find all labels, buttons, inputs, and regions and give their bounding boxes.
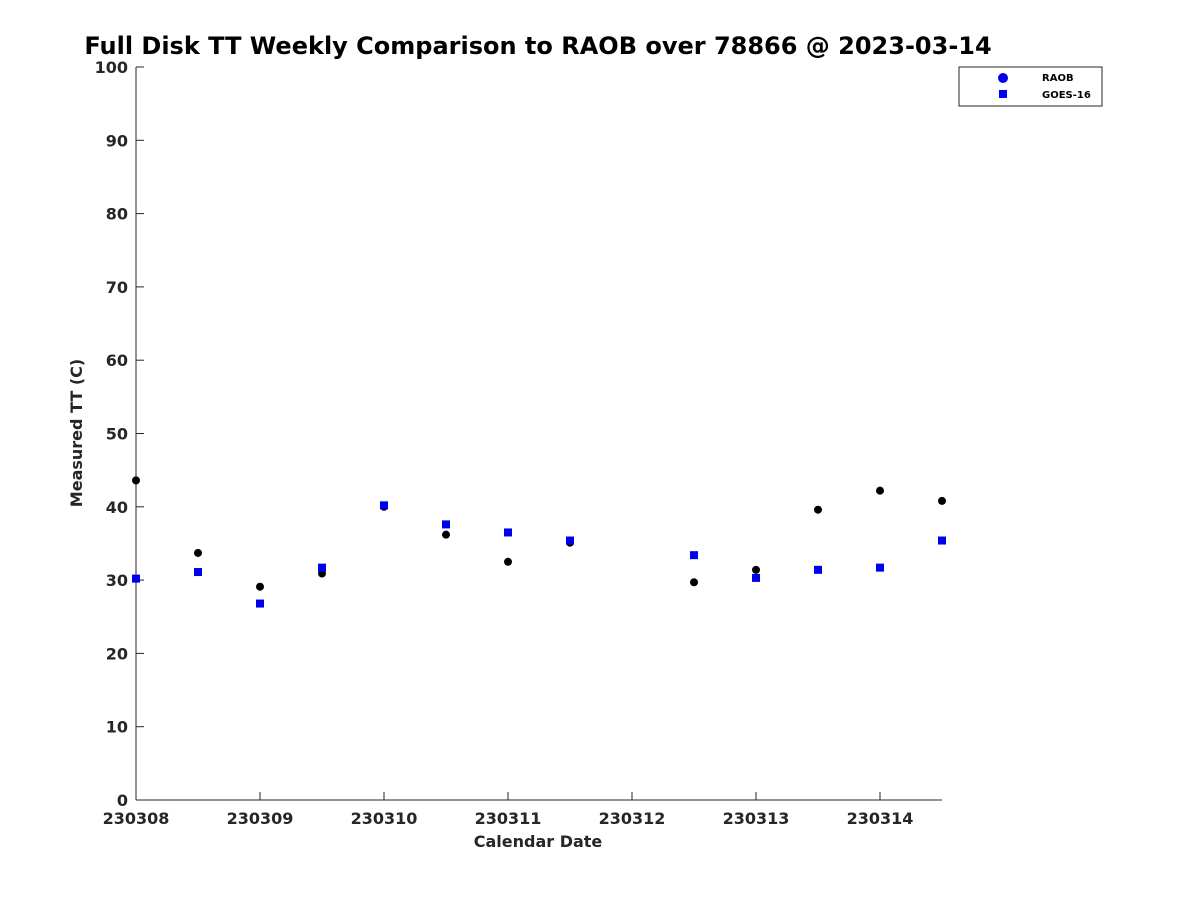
- goes-16-point: [318, 563, 326, 572]
- y-tick-label: 60: [106, 351, 128, 370]
- x-axis-ticks: 230308 230309 230310 230311 230312 230313 2303…: [103, 792, 914, 828]
- goes-16-point: [132, 574, 140, 583]
- y-tick-label: 10: [106, 718, 128, 737]
- y-axis-ticks: 0 10 20 30 40 50 60 70 80 90 100: [95, 58, 144, 810]
- y-tick-label: 0: [117, 791, 128, 810]
- goes-16-point: [690, 551, 698, 560]
- y-tick-label: 90: [106, 131, 128, 150]
- raob-point: [814, 505, 822, 514]
- goes-16-point: [876, 563, 884, 572]
- goes-16-point: [256, 599, 264, 608]
- x-tick-label: 230312: [599, 809, 666, 828]
- goes-16-point: [194, 568, 202, 577]
- y-tick-label: 50: [106, 425, 128, 444]
- goes-16-point: [938, 536, 946, 545]
- goes-16-point: [814, 565, 822, 574]
- legend: RAOB GOES-16: [958, 66, 1103, 107]
- axes: [135, 67, 942, 801]
- raob-point: [876, 486, 884, 495]
- goes-16-point: [442, 520, 450, 529]
- legend-marker-raob: [998, 73, 1008, 83]
- x-tick-label: 230311: [475, 809, 542, 828]
- legend-box: [958, 66, 1103, 107]
- y-tick-label: 70: [106, 278, 128, 297]
- goes-16-point: [566, 536, 574, 545]
- raob-point: [938, 496, 946, 505]
- raob-point: [504, 557, 512, 566]
- x-tick-label: 230314: [847, 809, 914, 828]
- y-tick-label: 100: [95, 58, 128, 77]
- legend-marker-goes-16: [999, 90, 1007, 98]
- raob-point: [442, 530, 450, 539]
- x-tick-label: 230308: [103, 809, 170, 828]
- x-axis-label: Calendar Date: [474, 832, 603, 851]
- legend-label-goes-16: GOES-16: [1042, 90, 1091, 101]
- raob-point: [132, 476, 140, 485]
- raob-point: [752, 565, 760, 574]
- x-tick-label: 230313: [723, 809, 790, 828]
- y-tick-label: 80: [106, 205, 128, 224]
- x-tick-label: 230310: [351, 809, 418, 828]
- raob-point: [194, 548, 202, 557]
- goes-16-point: [380, 501, 388, 510]
- raob-point: [256, 582, 264, 591]
- y-tick-label: 40: [106, 498, 128, 517]
- plot-markers: [132, 476, 946, 608]
- y-tick-label: 20: [106, 644, 128, 663]
- goes-16-point: [504, 528, 512, 537]
- legend-label-raob: RAOB: [1042, 73, 1074, 84]
- y-tick-label: 30: [106, 571, 128, 590]
- x-tick-label: 230309: [227, 809, 294, 828]
- y-axis-label: Measured TT (C): [67, 359, 86, 507]
- goes-16-point: [752, 573, 760, 582]
- raob-point: [690, 578, 698, 587]
- chart-title: Full Disk TT Weekly Comparison to RAOB o…: [84, 32, 991, 60]
